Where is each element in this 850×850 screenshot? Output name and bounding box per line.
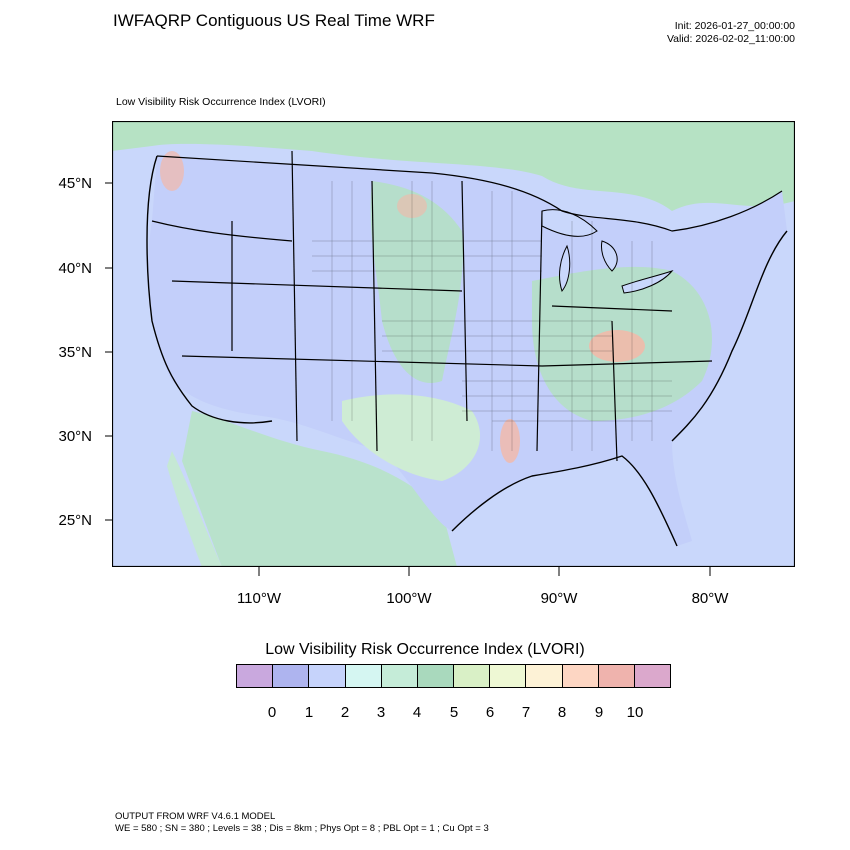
map-border (112, 121, 795, 567)
canada-land (112, 121, 795, 211)
lon-label: 90°W (540, 590, 578, 607)
valid-time: Valid: 2026-02-02_11:00:00 (666, 33, 795, 45)
colorbar-tick-label: 8 (557, 704, 567, 721)
lon-label: 110°W (236, 590, 282, 607)
colorbar-tick-label: 4 (412, 704, 422, 721)
footer-model-line: OUTPUT FROM WRF V4.6.1 MODEL (115, 811, 276, 822)
lon-tick-marks (258, 567, 711, 576)
colorbar-swatch (526, 665, 563, 687)
lat-label: 40°N (58, 260, 92, 277)
colorbar-tick-label: 5 (449, 704, 459, 721)
colorbar-swatch (237, 665, 274, 687)
lake-erie (621, 269, 674, 294)
east-coastline (671, 230, 788, 442)
ohio-valley-hotspot (589, 330, 645, 362)
lat-label: 30°N (58, 428, 92, 445)
lat-label: 25°N (58, 512, 92, 529)
colorbar-tick-label: 3 (376, 704, 386, 721)
colorbar-swatch (309, 665, 346, 687)
gulf-coastline (451, 455, 678, 547)
baja-land (167, 451, 222, 567)
colorbar-tick-label: 9 (594, 704, 604, 721)
chart-title: IWFAQRP Contiguous US Real Time WRF (113, 11, 435, 30)
lake-huron (601, 240, 618, 272)
legend-title: Low Visibility Risk Occurrence Index (LV… (265, 641, 585, 658)
colorbar-swatch (454, 665, 491, 687)
lower-mississippi-hotspot (500, 419, 520, 463)
map-subtitle: Low Visibility Risk Occurrence Index (LV… (116, 96, 326, 108)
mexico-land (182, 411, 457, 567)
colorbar-tick-label: 2 (340, 704, 350, 721)
map-panel (112, 121, 795, 567)
west-coastline (146, 155, 273, 424)
colorbar-swatch (634, 665, 671, 687)
lake-superior (541, 209, 598, 237)
lon-label: 100°W (386, 590, 432, 607)
colorbar-swatch (562, 665, 599, 687)
colorbar-swatch (273, 665, 310, 687)
plains-green-band (370, 181, 463, 383)
lat-label: 35°N (58, 344, 92, 361)
colorbar-swatch (345, 665, 382, 687)
lat-label: 45°N (58, 175, 92, 192)
colorbar-swatch (417, 665, 455, 687)
colorbar-swatch (598, 665, 635, 687)
pacific-nw-hotspot (160, 151, 184, 191)
colorbar-tick-label: 10 (626, 704, 644, 721)
lake-michigan (559, 244, 571, 293)
colorbar-tick-label: 0 (267, 704, 277, 721)
colorbar-swatch (381, 665, 418, 687)
colorbar-tick-label: 7 (521, 704, 531, 721)
colorbar-swatch (490, 665, 527, 687)
state-borders (151, 150, 783, 462)
lat-tick-marks (105, 182, 112, 521)
colorbar-tick-label: 6 (485, 704, 495, 721)
init-time: Init: 2026-01-27_00:00:00 (674, 20, 795, 32)
footer-config-line: WE = 580 ; SN = 380 ; Levels = 38 ; Dis … (115, 823, 489, 834)
colorbar (236, 664, 671, 688)
county-lines (312, 181, 672, 451)
colorbar-tick-label: 1 (304, 704, 314, 721)
lon-label: 80°W (691, 590, 729, 607)
